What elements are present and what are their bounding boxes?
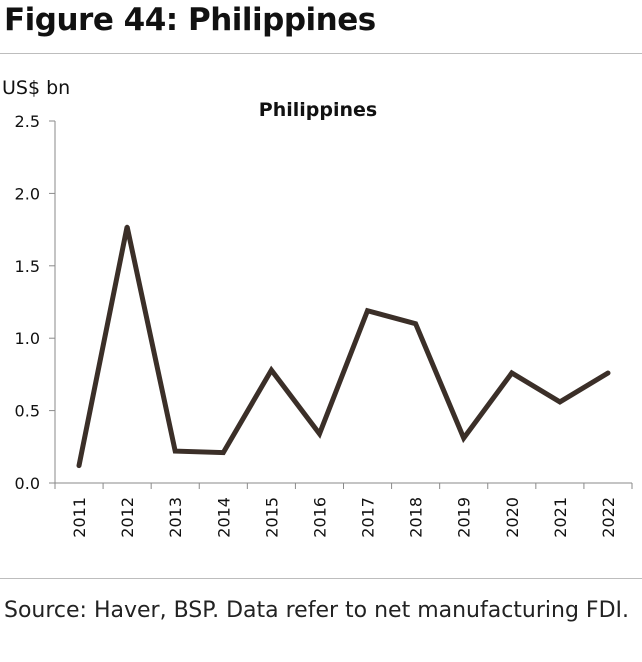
x-tick-label: 2022 bbox=[599, 497, 618, 538]
y-tick-label: 1.0 bbox=[15, 329, 40, 348]
x-tick-label: 2013 bbox=[166, 497, 185, 538]
data-point bbox=[365, 308, 370, 313]
x-tick-label: 2019 bbox=[455, 497, 474, 538]
x-axis: 2011 2012 2013 2014 2015 2016 2017 2018 2019 2020… bbox=[54, 482, 633, 538]
source-note: Source: Haver, BSP. Data refer to net ma… bbox=[4, 598, 630, 623]
top-divider bbox=[0, 53, 642, 54]
y-tick-label: 0.0 bbox=[15, 474, 40, 493]
data-point bbox=[269, 368, 274, 373]
data-point bbox=[606, 371, 610, 375]
data-point bbox=[221, 450, 226, 455]
x-tick-label: 2014 bbox=[214, 497, 233, 538]
data-point bbox=[461, 436, 466, 441]
x-tick-label: 2012 bbox=[118, 497, 137, 538]
figure-title: Figure 44: Philippines bbox=[4, 2, 376, 38]
data-point bbox=[125, 224, 130, 229]
data-point bbox=[509, 371, 514, 375]
bottom-divider bbox=[0, 578, 642, 579]
series-lines bbox=[76, 224, 611, 469]
x-tick-label: 2011 bbox=[70, 497, 89, 538]
x-tick-label: 2015 bbox=[262, 497, 281, 538]
x-tick-label: 2017 bbox=[359, 497, 378, 538]
data-point bbox=[77, 463, 81, 468]
x-tick-label: 2016 bbox=[310, 497, 329, 538]
chart-title: Philippines bbox=[259, 99, 377, 121]
y-tick-label: 1.5 bbox=[15, 257, 40, 276]
y-tick-label: 2.5 bbox=[15, 112, 40, 131]
x-tick-label: 2021 bbox=[551, 497, 570, 538]
y-tick-label: 2.0 bbox=[15, 184, 40, 203]
x-tick-label: 2020 bbox=[503, 497, 522, 538]
line-chart: US$ bn Philippines 0.0 0.5 1.0 1.5 2.0 2.5 20… bbox=[2, 77, 633, 538]
y-tick-label: 0.5 bbox=[15, 402, 40, 421]
data-point bbox=[173, 449, 178, 454]
x-tick-label: 2018 bbox=[407, 497, 426, 538]
data-point bbox=[557, 399, 562, 404]
data-point bbox=[413, 321, 418, 326]
y-axis: 0.0 0.5 1.0 1.5 2.0 2.5 bbox=[15, 112, 56, 493]
series-line-0 bbox=[76, 226, 611, 469]
unit-label: US$ bn bbox=[2, 77, 70, 99]
data-point bbox=[317, 431, 322, 436]
